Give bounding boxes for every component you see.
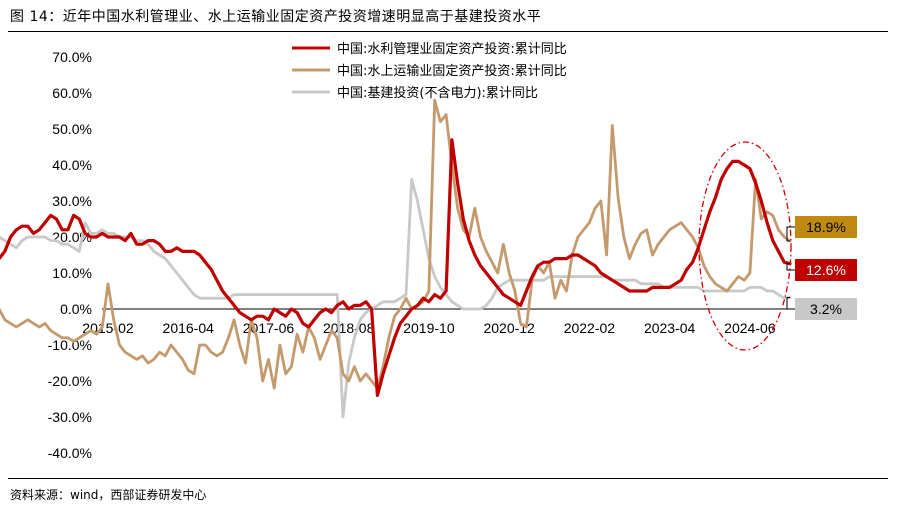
figure-title: 图 14：近年中国水利管理业、水上运输业固定资产投资增速明显高于基建投资水平 xyxy=(10,9,542,25)
highlight-ellipse xyxy=(698,141,792,351)
series-line-0 xyxy=(0,138,792,397)
x-tick-label: 2024-06 xyxy=(724,320,776,336)
x-tick-label: 2016-04 xyxy=(163,320,215,336)
y-tick-label: 30.0% xyxy=(52,193,92,209)
source-note: 资料来源：wind，西部证券研发中心 xyxy=(10,488,207,502)
end-label-leader xyxy=(786,296,795,310)
source-rule xyxy=(8,478,888,479)
y-tick-label: -40.0% xyxy=(48,445,92,461)
x-tick-label: 2023-04 xyxy=(644,320,696,336)
y-tick-label: 10.0% xyxy=(52,265,92,281)
title-rule xyxy=(8,31,888,32)
legend: 中国:水利管理业固定资产投资:累计同比中国:水上运输业固定资产投资:累计同比中国… xyxy=(292,41,567,101)
end-label-leader xyxy=(786,263,795,271)
x-tick-label: 2022-02 xyxy=(564,320,616,336)
end-labels: 18.9% 12.6% 3.2% xyxy=(786,216,857,320)
x-axis-tick-labels: 2015-02 2016-04 2017-06 2018-08 2019-10 2020-… xyxy=(82,320,775,336)
y-tick-label: -20.0% xyxy=(48,373,92,389)
y-tick-label: 50.0% xyxy=(52,121,92,137)
end-label-value: 18.9% xyxy=(806,219,846,235)
end-label-box xyxy=(795,259,857,281)
legend-label: 中国:水上运输业固定资产投资:累计同比 xyxy=(337,63,567,79)
legend-label: 中国:水利管理业固定资产投资:累计同比 xyxy=(337,41,567,57)
x-tick-label: 2019-10 xyxy=(403,320,455,336)
y-tick-label: 70.0% xyxy=(52,49,92,65)
y-tick-label: 0.0% xyxy=(60,301,92,317)
legend-label: 中国:基建投资(不含电力):累计同比 xyxy=(337,85,538,101)
x-tick-label: 2018-08 xyxy=(323,320,375,336)
end-label-box xyxy=(795,298,857,320)
end-label-value: 12.6% xyxy=(806,262,846,278)
y-tick-label: -30.0% xyxy=(48,409,92,425)
y-tick-label: 40.0% xyxy=(52,157,92,173)
y-tick-label: 60.0% xyxy=(52,85,92,101)
end-label-leader xyxy=(786,226,795,242)
y-tick-label: -10.0% xyxy=(48,337,92,353)
x-tick-label: 2015-02 xyxy=(82,320,134,336)
end-label-value: 3.2% xyxy=(810,301,842,317)
series-lines xyxy=(0,98,792,419)
line-chart: 70.0%60.0%50.0%40.0%30.0%20.0%10.0%0.0%-… xyxy=(0,41,857,461)
series-line-1 xyxy=(0,98,792,390)
series-line-2 xyxy=(0,178,792,419)
y-axis-tick-labels: 70.0%60.0%50.0%40.0%30.0%20.0%10.0%0.0%-… xyxy=(48,49,92,461)
end-label-box xyxy=(795,216,857,238)
